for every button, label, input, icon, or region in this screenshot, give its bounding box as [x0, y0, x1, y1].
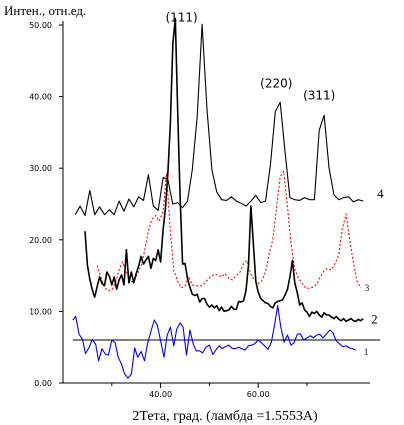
series-label-2: 2 [371, 312, 378, 327]
series-label-1: 1 [364, 347, 369, 357]
x-axis-label: 2Тета, град. (ламбда =1.5553А) [132, 409, 318, 424]
ticks: 0.00 10.00 20.00 30.00 40.00 50.00 40.00 60.00 [29, 21, 308, 399]
y-tick-label: 40.00 [29, 93, 52, 102]
y-tick-label: 20.00 [29, 236, 52, 245]
y-tick-label: 10.00 [29, 307, 52, 316]
x-tick-label: 60.00 [247, 390, 270, 399]
peak-label: (220) [260, 76, 292, 90]
axes [62, 21, 370, 384]
annotations: (111) (220) (311) 1 2 3 4 [165, 10, 384, 357]
series-label-4: 4 [377, 186, 384, 201]
series-line-4 [74, 23, 364, 217]
series-label-3: 3 [365, 283, 370, 293]
series-line-2 [84, 17, 364, 323]
y-axis-label: Интен., отн.ед. [4, 3, 86, 18]
series-line-3 [96, 170, 362, 292]
series-line-1 [72, 305, 357, 379]
x-tick-label: 40.00 [149, 390, 172, 399]
series-group [72, 17, 381, 379]
peak-label: (311) [303, 88, 335, 102]
peak-label: (111) [165, 10, 197, 24]
y-tick-label: 30.00 [29, 164, 52, 173]
y-tick-label: 50.00 [29, 21, 52, 30]
y-tick-label: 0.00 [34, 379, 52, 388]
